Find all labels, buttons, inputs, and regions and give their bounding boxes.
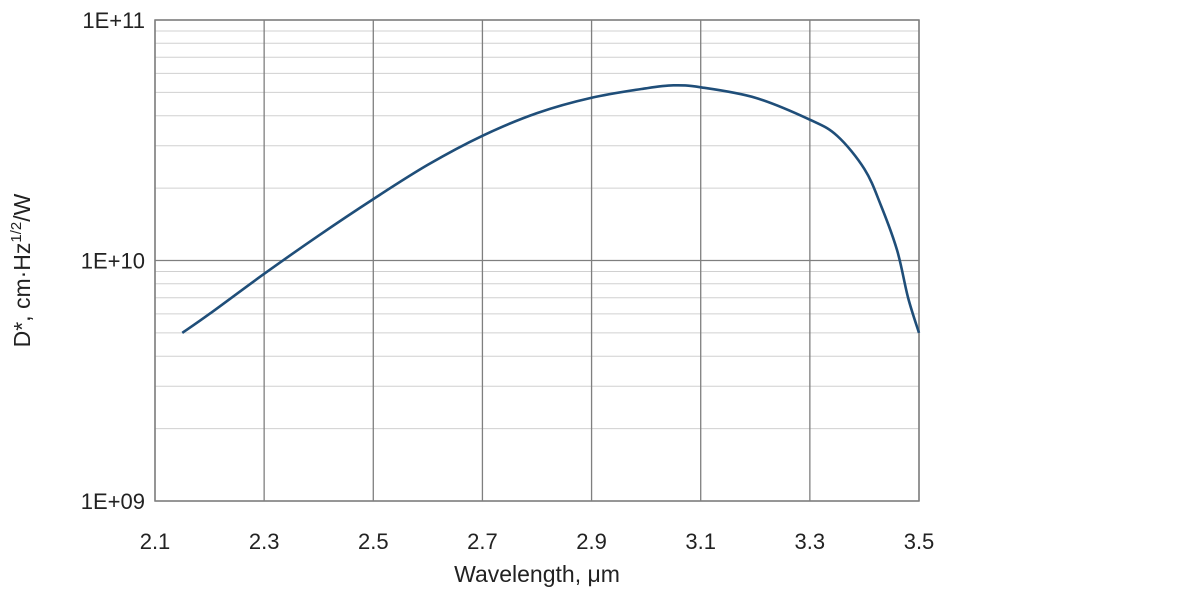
x-tick-label: 3.1	[685, 529, 716, 554]
detectivity-series-line	[181, 83, 921, 334]
y-tick-labels: 1E+09 1E+10 1E+11	[81, 8, 145, 514]
y-axis-title: D*, cm·Hz1/2/W	[8, 193, 35, 347]
x-tick-label: 2.1	[140, 529, 171, 554]
x-tick-label: 2.3	[249, 529, 280, 554]
plot-area-frame	[154, 19, 920, 502]
y-tick-label: 1E+11	[82, 8, 145, 33]
x-tick-label: 2.9	[576, 529, 607, 554]
x-tick-label: 2.5	[358, 529, 389, 554]
x-axis-title: Wavelength, μm	[454, 561, 620, 587]
y-axis-title-superscript: 1/2	[8, 222, 25, 243]
y-tick-label: 1E+09	[81, 489, 145, 514]
series-layer	[181, 83, 921, 334]
x-tick-labels: 2.1 2.3 2.5 2.7 2.9 3.1 3.3 3.5	[140, 529, 935, 554]
minor-gridlines	[155, 30, 919, 430]
x-tick-label: 3.5	[904, 529, 935, 554]
y-tick-label: 1E+10	[81, 249, 145, 274]
x-tick-label: 3.3	[795, 529, 826, 554]
y-axis-title-tail: /W	[9, 193, 35, 221]
x-tick-label: 2.7	[467, 529, 498, 554]
y-axis-title-main: D*, cm·Hz	[9, 243, 35, 348]
